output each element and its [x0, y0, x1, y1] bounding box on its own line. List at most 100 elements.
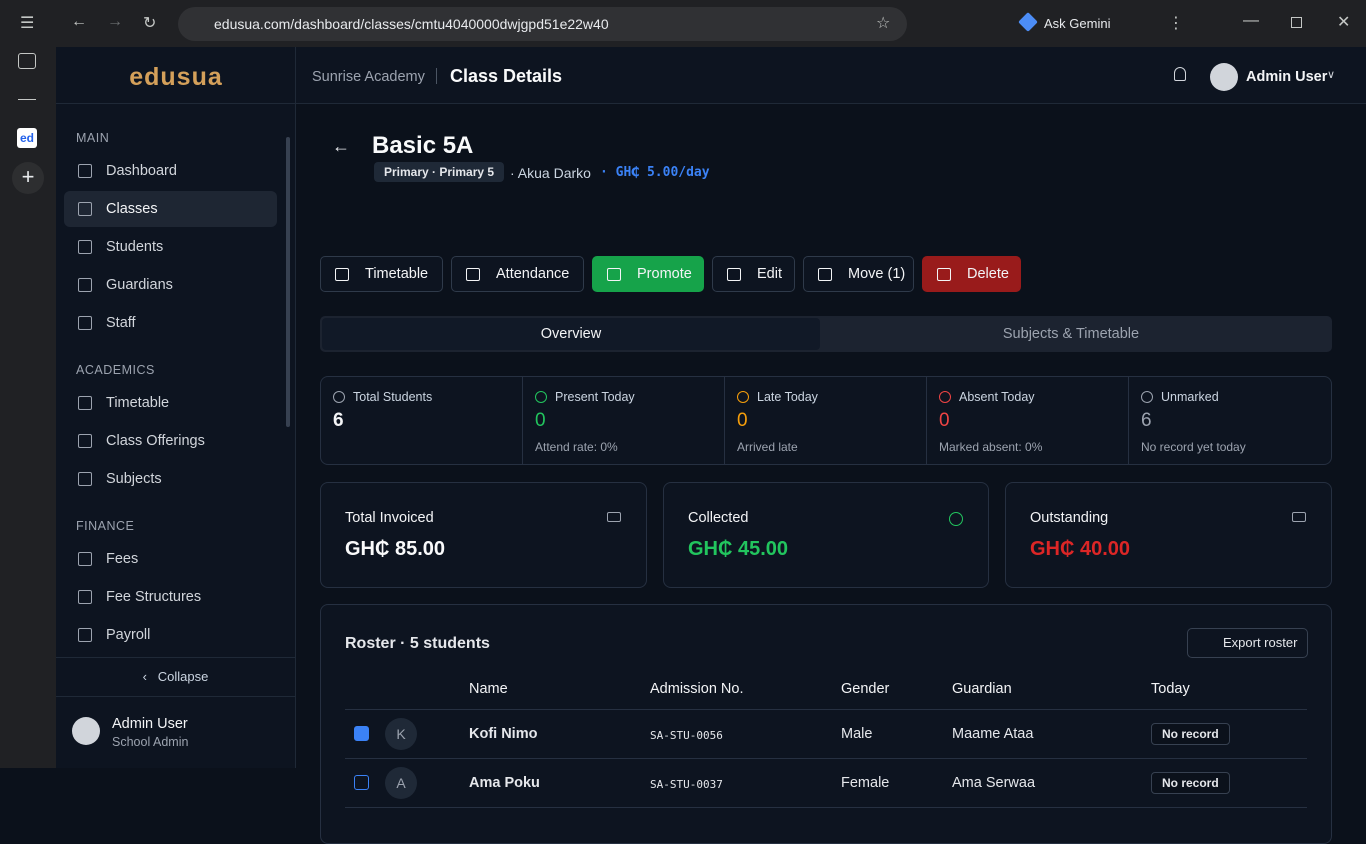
nav-item[interactable]: Guardians [64, 267, 277, 303]
row-checkbox[interactable] [354, 726, 369, 741]
class-name: Basic 5A [372, 132, 474, 159]
stat-note: Attend rate: 0% [535, 440, 618, 454]
finance-card: Total Invoiced GH₵ 85.00 [320, 482, 647, 588]
stat-icon [535, 391, 547, 403]
breadcrumb-school[interactable]: Sunrise Academy [312, 69, 425, 85]
nav-item[interactable]: Fees [64, 541, 277, 577]
stat-label: Late Today [757, 390, 818, 404]
section-label: ACADEMICS [76, 363, 155, 377]
action-button[interactable]: Move (1) [803, 256, 914, 292]
action-button[interactable]: Timetable [320, 256, 443, 292]
button-label: Move (1) [848, 266, 906, 282]
tab-icon[interactable] [18, 53, 36, 69]
action-button[interactable]: Edit [712, 256, 795, 292]
back-button[interactable]: ← [71, 13, 87, 30]
notifications[interactable] [1174, 67, 1186, 81]
stat-icon [333, 391, 345, 403]
cell-admission: SA-STU-0037 [650, 778, 723, 791]
action-button[interactable]: Delete [922, 256, 1021, 292]
stat: Absent Today 0 Marked absent: 0% [927, 377, 1129, 464]
cell-guardian: Maame Ataa [952, 726, 1034, 742]
bookmark-star[interactable]: ☆ [876, 15, 891, 32]
tab[interactable]: Overview [322, 318, 820, 350]
finance-label: Total Invoiced [345, 510, 434, 526]
stat-label: Absent Today [959, 390, 1035, 404]
main: ← Basic 5A Primary · Primary 5 · Akua Da… [320, 104, 1332, 844]
finance-icon [607, 512, 621, 522]
stat-label: Unmarked [1161, 390, 1219, 404]
logo[interactable]: edusua [56, 47, 296, 104]
column-header: Admission No. [650, 681, 744, 697]
stat-note: No record yet today [1141, 440, 1246, 454]
browser-toolbar: ☰ ← → ↻ edusua.com/dashboard/classes/cmt… [0, 0, 1366, 47]
nav-item[interactable]: Students [64, 229, 277, 265]
nav-item[interactable]: Fee Structures [64, 579, 277, 615]
nav-item[interactable]: Dashboard [64, 153, 277, 189]
nav-icon [78, 590, 92, 604]
collapse-button[interactable]: ‹ Collapse [56, 657, 295, 697]
finance-value: GH₵ 40.00 [1030, 538, 1131, 560]
close[interactable]: ✕ [1337, 14, 1351, 31]
cell-guardian: Ama Serwaa [952, 775, 1036, 791]
avatar [72, 717, 100, 745]
nav-icon [78, 472, 92, 486]
tabs: Overview Subjects & Timetable [320, 316, 1332, 352]
cell-name: Ama Poku [469, 775, 540, 791]
user-name: Admin User [112, 716, 188, 732]
page-title: Class Details [450, 66, 563, 86]
cell-today: No record [1151, 723, 1230, 745]
stat-icon [939, 391, 951, 403]
button-icon [818, 268, 832, 281]
row-divider [345, 709, 1307, 710]
app: edusua ‹ Collapse Admin User School Admi… [56, 47, 1366, 844]
avatar[interactable] [1210, 63, 1238, 91]
more-menu[interactable]: ⋮ [1168, 15, 1184, 32]
nav-item[interactable]: Payroll [64, 617, 277, 653]
avatar-initial: K [385, 718, 417, 750]
nav-item[interactable]: Classes [64, 191, 277, 227]
button-label: Promote [637, 266, 692, 282]
stat-value: 6 [333, 410, 344, 431]
nav-item[interactable]: Class Offerings [64, 423, 277, 459]
ask-gemini[interactable]: Ask Gemini [1044, 16, 1111, 31]
minimize[interactable]: — [1243, 12, 1259, 29]
address-bar[interactable]: edusua.com/dashboard/classes/cmtu4040000… [178, 7, 907, 41]
nav-item[interactable]: Subjects [64, 461, 277, 497]
gemini-icon [1018, 12, 1038, 32]
export-button[interactable]: Export roster [1187, 628, 1308, 658]
nav-icon [78, 316, 92, 330]
stat-value: 0 [535, 410, 546, 431]
nav-label: Classes [106, 201, 158, 217]
roster-title: Roster · 5 students [345, 635, 490, 652]
stat-value: 0 [737, 410, 748, 431]
row-checkbox[interactable] [354, 775, 369, 790]
new-tab[interactable]: + [12, 162, 44, 194]
nav-item[interactable]: Staff [64, 305, 277, 341]
tab-favicon[interactable]: ed [17, 128, 37, 148]
avatar-initial: A [385, 767, 417, 799]
tab-icon[interactable] [18, 86, 36, 100]
forward-button[interactable]: → [107, 13, 123, 30]
restore[interactable] [1291, 17, 1302, 28]
nav-label: Staff [106, 315, 136, 331]
menu-icon[interactable]: ☰ [20, 15, 35, 32]
user-menu[interactable]: Admin User [1246, 69, 1328, 85]
action-button[interactable]: Attendance [451, 256, 584, 292]
action-button[interactable]: Promote [592, 256, 704, 292]
daily-rate: · GH₵ 5.00/day [600, 165, 710, 180]
nav-icon [78, 240, 92, 254]
row-divider [345, 807, 1307, 808]
reload-button[interactable]: ↻ [143, 15, 157, 32]
back-button[interactable]: ← [332, 136, 350, 156]
nav-label: Fee Structures [106, 589, 202, 605]
collapse-label: Collapse [157, 669, 209, 684]
tab[interactable]: Subjects & Timetable [1002, 326, 1140, 342]
button-label: Delete [967, 266, 1009, 282]
section-label: FINANCE [76, 519, 135, 533]
nav-item[interactable]: Timetable [64, 385, 277, 421]
nav-icon [78, 396, 92, 410]
nav-icon [78, 278, 92, 292]
button-icon [466, 268, 480, 281]
